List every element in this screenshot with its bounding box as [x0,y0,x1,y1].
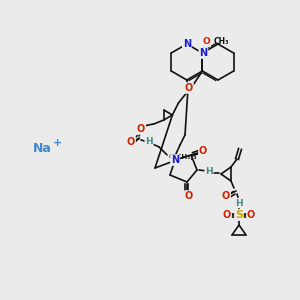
Text: O: O [223,210,231,220]
Text: O: O [247,210,255,220]
Text: O: O [202,38,210,46]
Text: CH₃: CH₃ [213,38,229,46]
Text: H: H [145,137,153,146]
Text: S: S [235,210,243,220]
Text: O: O [185,191,193,201]
Text: O: O [137,124,145,134]
Text: C(CH₃)₃: C(CH₃)₃ [169,154,197,160]
Text: +: + [52,138,62,148]
Text: O: O [222,191,230,201]
Text: O: O [185,83,193,93]
Text: N: N [199,48,208,58]
Text: N: N [171,155,179,165]
Text: O: O [199,146,207,156]
Text: O: O [127,137,135,147]
Text: H: H [235,199,243,208]
Text: H: H [205,167,213,176]
Text: Na: Na [33,142,51,154]
Text: N: N [183,39,191,49]
